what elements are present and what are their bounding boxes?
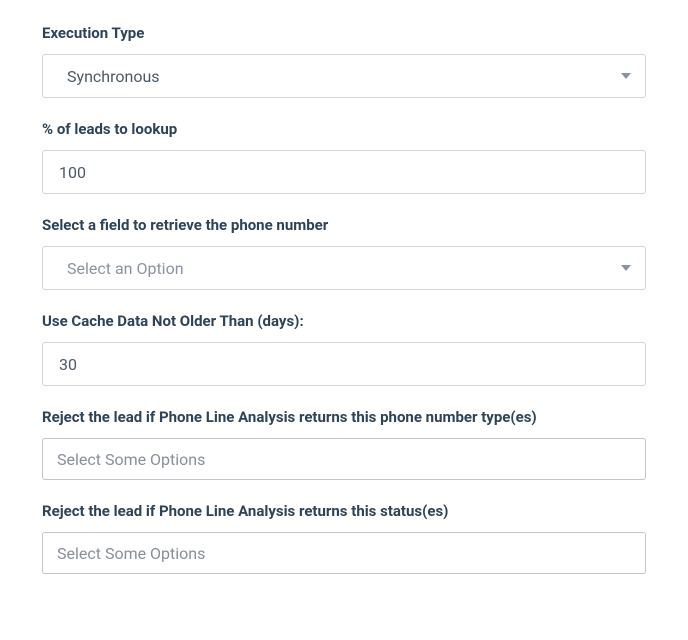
chevron-down-icon <box>621 265 631 271</box>
reject-status-multiselect[interactable]: Select Some Options <box>42 532 646 574</box>
cache-days-input[interactable] <box>42 342 646 386</box>
reject-phone-type-label: Reject the lead if Phone Line Analysis r… <box>42 408 646 426</box>
execution-type-label: Execution Type <box>42 24 646 42</box>
reject-status-group: Reject the lead if Phone Line Analysis r… <box>42 502 646 574</box>
percent-lookup-label: % of leads to lookup <box>42 120 646 138</box>
reject-phone-type-placeholder: Select Some Options <box>57 450 205 469</box>
execution-type-select[interactable]: Synchronous <box>42 54 646 98</box>
percent-lookup-input[interactable] <box>42 150 646 194</box>
reject-phone-type-multiselect[interactable]: Select Some Options <box>42 438 646 480</box>
execution-type-value: Synchronous <box>67 67 160 86</box>
reject-phone-type-group: Reject the lead if Phone Line Analysis r… <box>42 408 646 480</box>
phone-field-group: Select a field to retrieve the phone num… <box>42 216 646 290</box>
phone-field-select[interactable]: Select an Option <box>42 246 646 290</box>
reject-status-label: Reject the lead if Phone Line Analysis r… <box>42 502 646 520</box>
chevron-down-icon <box>621 73 631 79</box>
cache-days-label: Use Cache Data Not Older Than (days): <box>42 312 646 330</box>
cache-days-group: Use Cache Data Not Older Than (days): <box>42 312 646 386</box>
phone-field-label: Select a field to retrieve the phone num… <box>42 216 646 234</box>
phone-field-placeholder: Select an Option <box>67 259 184 278</box>
percent-lookup-group: % of leads to lookup <box>42 120 646 194</box>
execution-type-group: Execution Type Synchronous <box>42 24 646 98</box>
reject-status-placeholder: Select Some Options <box>57 544 205 563</box>
